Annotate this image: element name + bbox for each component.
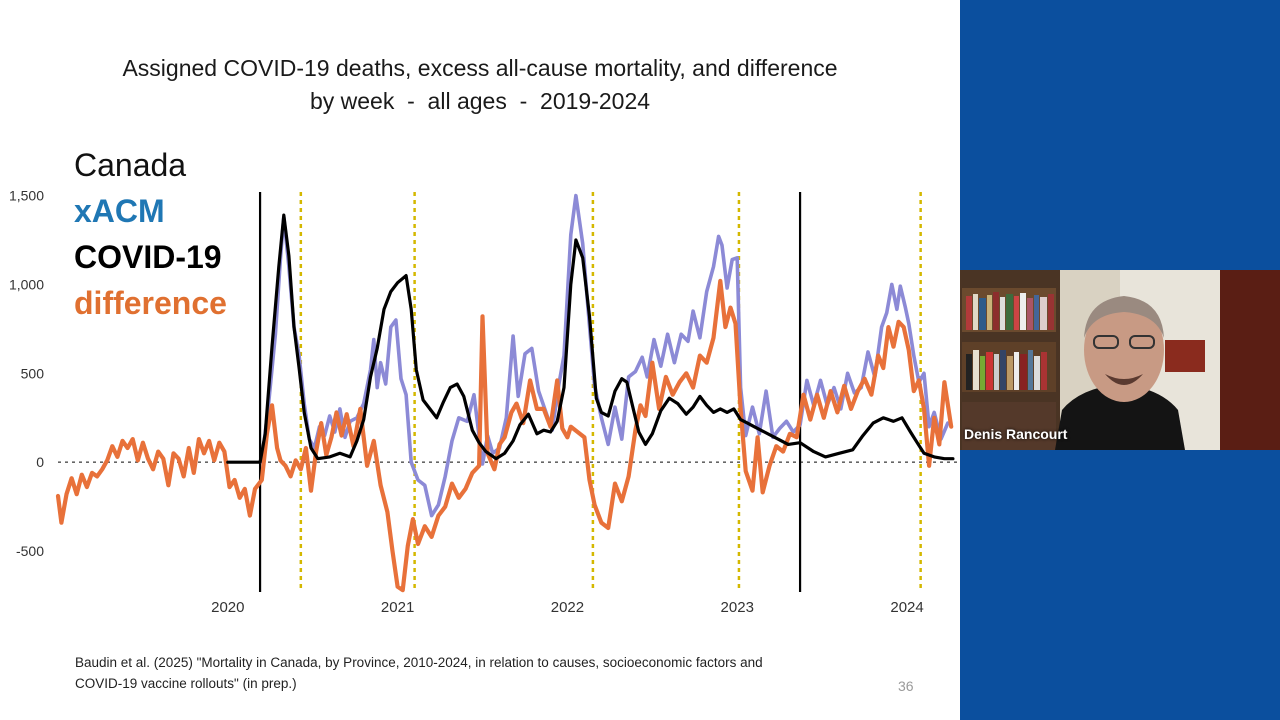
- xtick-label-2: 2022: [551, 599, 584, 616]
- legend-difference: difference: [74, 285, 227, 321]
- xtick-label-0: 2020: [211, 599, 244, 616]
- ytick-label-3: 1,000: [9, 276, 44, 292]
- citation-line2: COVID-19 vaccine rollouts" (in prep.): [75, 676, 297, 691]
- slide-title-line1: Assigned COVID-19 deaths, excess all-cau…: [122, 55, 838, 81]
- citation: Baudin et al. (2025) "Mortality in Canad…: [75, 652, 895, 694]
- doorway: [1220, 270, 1280, 450]
- series-xacm-line: [260, 193, 950, 518]
- legend-country: Canada: [74, 147, 187, 183]
- painting: [1165, 340, 1205, 372]
- mortality-chart: -500 0 500 1,000 1,500 2020 2021 2022 2023 2024: [9, 188, 958, 616]
- citation-line1: Baudin et al. (2025) "Mortality in Canad…: [75, 655, 763, 670]
- speaker-video: Denis Rancourt: [960, 270, 1280, 450]
- chart-legend: Canada xACM COVID-19 difference: [74, 142, 227, 326]
- ytick-label-4: 1,500: [9, 188, 44, 204]
- series-difference-line: [55, 278, 954, 593]
- ytick-label-2: 500: [21, 365, 45, 381]
- speaker-head: [1084, 298, 1164, 402]
- series-covid-line: [226, 213, 955, 464]
- xtick-label-4: 2024: [890, 599, 923, 616]
- slide: Assigned COVID-19 deaths, excess all-cau…: [0, 52, 960, 694]
- slide-title-line2: by week - all ages - 2019-2024: [309, 88, 651, 114]
- xtick-label-3: 2023: [721, 599, 754, 616]
- ytick-label-0: -500: [16, 543, 44, 559]
- speaker-name-label: Denis Rancourt: [964, 426, 1068, 442]
- xtick-label-1: 2021: [381, 599, 414, 616]
- legend-xacm: xACM: [74, 193, 165, 229]
- speaker-body: [1055, 384, 1185, 450]
- ytick-label-1: 0: [36, 454, 44, 470]
- legend-covid: COVID-19: [74, 239, 222, 275]
- slide-title: Assigned COVID-19 deaths, excess all-cau…: [0, 52, 960, 118]
- slide-number: 36: [898, 678, 914, 694]
- video-frame-illustration: [960, 270, 1280, 450]
